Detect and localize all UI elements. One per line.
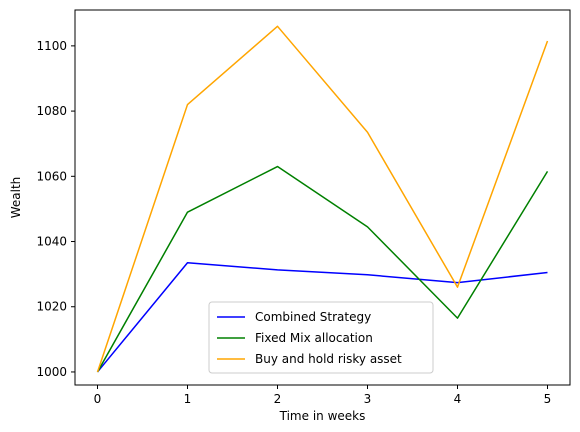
- y-tick-label: 1000: [36, 365, 67, 379]
- series-line-2: [96, 25, 549, 373]
- legend-label: Buy and hold risky asset: [255, 352, 402, 366]
- x-tick-label: 5: [544, 392, 552, 406]
- y-axis: 1000 1020 1040 1060 1080 1100: [36, 39, 75, 379]
- legend-box: [208, 301, 434, 374]
- y-tick-label: 1100: [36, 39, 67, 53]
- series-line-1: [96, 165, 549, 373]
- series-layer: [96, 25, 549, 373]
- plot-frame: [74, 9, 571, 386]
- y-tick-label: 1080: [36, 104, 67, 118]
- x-tick-label: 1: [184, 392, 192, 406]
- series-line-0: [96, 261, 548, 373]
- y-tick-label: 1040: [36, 235, 67, 249]
- x-tick-label: 4: [454, 392, 462, 406]
- x-axis-label: Time in weeks: [279, 409, 366, 423]
- y-axis-label: Wealth: [9, 177, 23, 219]
- y-tick-label: 1060: [36, 169, 67, 183]
- x-tick-label: 0: [94, 392, 102, 406]
- x-tick-label: 3: [364, 392, 372, 406]
- y-tick-label: 1020: [36, 300, 67, 314]
- legend-label: Combined Strategy: [255, 310, 371, 324]
- legend: Combined Strategy Fixed Mix allocation Buy…: [208, 301, 434, 374]
- x-axis: 0 1 2 3 4 5: [94, 385, 552, 406]
- legend-label: Fixed Mix allocation: [255, 331, 373, 345]
- x-tick-label: 2: [274, 392, 282, 406]
